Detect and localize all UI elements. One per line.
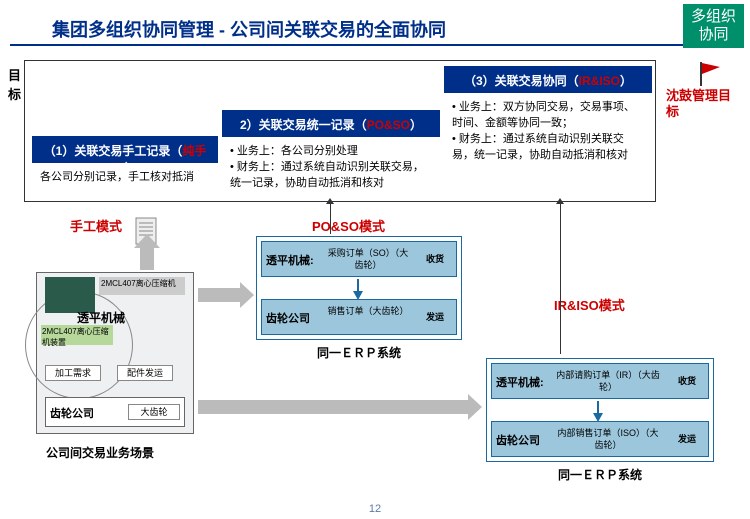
- title-underline: [10, 44, 740, 46]
- scene-caption: 公司间交易业务场景: [46, 444, 154, 461]
- erp-iriso-caption: 同一ＥＲＰ系统: [486, 466, 714, 483]
- erp-poso-r2-gear: 齿轮公司: [266, 310, 310, 326]
- erp-iriso-row2: 齿轮公司 内部销售订单（ISO）（大齿轮） 发运: [491, 421, 709, 457]
- scene-el2: 2MCL407离心压缩机装置: [41, 325, 113, 345]
- erp-iriso-r1-mid: 内部请购订单（IR）（大齿轮）: [556, 369, 660, 393]
- scene-gear: 齿轮公司: [50, 405, 94, 421]
- col2-l1: 财务上：通过系统自动识别关联交易，统一记录，协助自动抵消和核对: [230, 161, 424, 189]
- col3-l1: 财务上：通过系统自动识别关联交易，统一记录，协助自动抵消和核对: [452, 133, 628, 161]
- scene-gear-box: 齿轮公司 大齿轮: [45, 397, 185, 427]
- col2-body: • 业务上：各公司分别处理 • 财务上：通过系统自动识别关联交易，统一记录，协助…: [222, 137, 440, 201]
- col3-body: • 业务上：双方协同交易，交易事项、时间、金额等协同一致； • 财务上：通过系统…: [444, 93, 652, 201]
- erp-poso-r2-mid: 销售订单（大齿轮）: [326, 305, 410, 317]
- thin-arrow-iriso: [560, 204, 561, 354]
- erp-iriso-row1: 透平机械: 内部请购订单（IR）（大齿轮） 收货: [491, 363, 709, 399]
- scene-tp: 透平机械: [77, 309, 125, 326]
- col2-header: 2）关联交易统一记录（PO&SO）: [222, 110, 440, 139]
- tag-line1: 多组织: [691, 8, 736, 26]
- scene-ship: 配件发运: [117, 365, 173, 381]
- erp-poso-r1-mid: 采购订单（SO）（大齿轮）: [326, 247, 410, 271]
- goal-side-label: 目标: [8, 65, 22, 103]
- mode-poso: PO&SO模式: [312, 216, 385, 235]
- erp-poso-r1-right: 收货: [420, 253, 450, 265]
- page-number: 12: [369, 503, 381, 515]
- thin-arrow-poso: [330, 204, 331, 234]
- arrow-right-top: [198, 288, 240, 302]
- col1-h-a: （1）关联交易手工记录（: [44, 144, 183, 158]
- erp-poso-r2-right: 发运: [420, 311, 450, 323]
- page-title: 集团多组织协同管理 - 公司间关联交易的全面协同: [52, 16, 446, 42]
- corner-tag: 多组织 协同: [683, 4, 744, 48]
- col3-header: （3）关联交易协同（IR&ISO）: [444, 66, 652, 95]
- mode-manual: 手工模式: [70, 216, 122, 235]
- erp-poso-row2: 齿轮公司 销售订单（大齿轮） 发运: [261, 299, 457, 335]
- col2-l0: 业务上：各公司分别处理: [237, 145, 358, 157]
- erp-poso-r1-tp: 透平机械:: [266, 252, 314, 268]
- goal-text: 沈鼓管理目标: [666, 88, 738, 120]
- col3-h-c: ）: [620, 74, 632, 88]
- erp-iriso-r2-mid: 内部销售订单（ISO）（大齿轮）: [556, 427, 660, 451]
- mode-iriso: IR&ISO模式: [554, 295, 625, 314]
- col2-h-a: 2）关联交易统一记录（: [240, 118, 367, 132]
- erp-poso-row1: 透平机械: 采购订单（SO）（大齿轮） 收货: [261, 241, 457, 277]
- col3-h-a: （3）关联交易协同（: [464, 74, 579, 88]
- col3-l0: 业务上：双方协同交易，交易事项、时间、金额等协同一致；: [452, 101, 635, 129]
- erp-iriso-r1-tp: 透平机械:: [496, 374, 544, 390]
- erp-iriso-r1-right: 收货: [672, 375, 702, 387]
- arrow-right-bottom: [198, 400, 468, 414]
- scene-img1: [45, 277, 95, 313]
- col2-h-c: ）: [410, 118, 422, 132]
- arrow-up-manual: [140, 248, 154, 270]
- scene-biggear: 大齿轮: [128, 404, 180, 420]
- scene-req: 加工需求: [45, 365, 101, 381]
- erp-iriso-r2-gear: 齿轮公司: [496, 432, 540, 448]
- col3-h-b: IR&ISO: [579, 74, 620, 88]
- scene-el1: 2MCL407离心压缩机: [99, 277, 185, 295]
- erp-iriso-r2-right: 发运: [672, 433, 702, 445]
- col2-h-b: PO&SO: [367, 118, 410, 132]
- erp-poso: 透平机械: 采购订单（SO）（大齿轮） 收货 齿轮公司 销售订单（大齿轮） 发运: [256, 236, 462, 340]
- erp-iriso: 透平机械: 内部请购订单（IR）（大齿轮） 收货 齿轮公司 内部销售订单（ISO…: [486, 358, 714, 462]
- tag-line2: 协同: [691, 26, 736, 44]
- scene-frame: 2MCL407离心压缩机 透平机械 2MCL407离心压缩机装置 加工需求 配件…: [36, 272, 194, 434]
- col1-body: 各公司分别记录，手工核对抵消: [32, 163, 218, 199]
- erp-poso-caption: 同一ＥＲＰ系统: [256, 344, 462, 361]
